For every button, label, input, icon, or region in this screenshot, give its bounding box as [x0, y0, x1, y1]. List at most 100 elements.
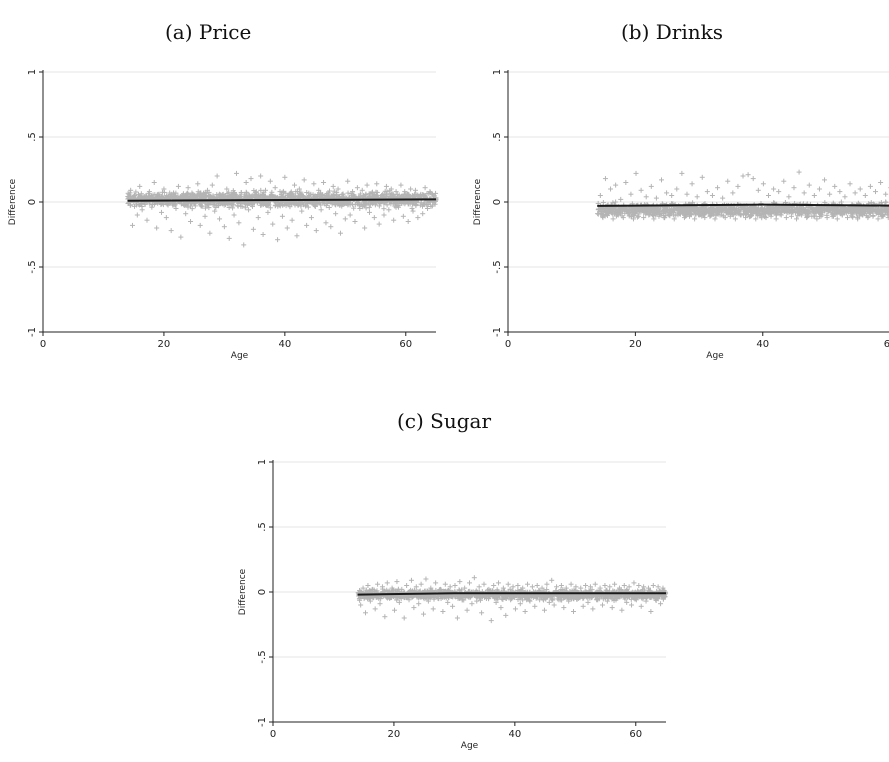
fit-line: [357, 592, 666, 596]
data-point: [743, 215, 749, 221]
data-point: [621, 583, 627, 588]
data-point: [189, 206, 195, 212]
scatter-plot-sugar: -1 -.5 0 .5 1 0 20 40 60 Age Difference: [238, 459, 669, 751]
data-point: [258, 194, 264, 200]
data-point: [188, 203, 194, 209]
data-point: [275, 237, 281, 243]
data-point: [226, 204, 232, 210]
data-point: [403, 191, 409, 197]
data-point: [712, 216, 718, 222]
data-point: [363, 193, 369, 199]
data-point: [656, 209, 662, 215]
data-point: [488, 618, 494, 624]
data-point: [500, 585, 506, 591]
y-axis-title: Difference: [238, 568, 248, 615]
data-point: [384, 189, 390, 195]
data-point: [794, 209, 800, 215]
data-point: [782, 208, 788, 214]
data-point: [435, 596, 441, 601]
data-point: [544, 581, 550, 587]
data-point: [215, 203, 221, 209]
data-point: [628, 214, 634, 220]
y-tick-label: -.5: [492, 260, 503, 273]
data-point: [656, 213, 662, 219]
data-point: [248, 176, 254, 182]
data-point: [857, 186, 863, 192]
data-point: [609, 605, 615, 611]
data-point: [661, 593, 667, 599]
data-point: [262, 187, 268, 193]
data-point: [456, 587, 462, 593]
data-point: [367, 598, 373, 604]
data-point: [809, 213, 815, 219]
data-point: [224, 186, 230, 192]
data-point: [341, 200, 347, 206]
data-point: [325, 190, 331, 196]
data-point: [164, 201, 170, 207]
data-point: [178, 201, 184, 207]
data-point: [799, 212, 805, 218]
data-point: [643, 194, 649, 200]
data-point: [188, 219, 194, 224]
data-point: [406, 597, 412, 603]
data-point: [295, 202, 301, 208]
data-point: [815, 207, 821, 213]
data-point: [618, 593, 624, 599]
data-point: [776, 189, 782, 195]
x-tick-label: 60: [399, 339, 412, 350]
data-point: [885, 215, 889, 221]
data-point: [736, 208, 742, 214]
data-point: [414, 594, 420, 600]
data-point: [294, 233, 300, 239]
data-point: [570, 595, 576, 601]
data-point: [760, 181, 766, 187]
data-point: [312, 203, 318, 209]
fit-line: [597, 203, 889, 207]
data-point: [427, 189, 433, 195]
data-point: [250, 226, 256, 232]
data-point: [759, 215, 765, 221]
data-point: [625, 211, 631, 217]
data-point: [578, 585, 584, 591]
data-point: [417, 202, 423, 208]
data-point: [870, 213, 876, 219]
data-point: [661, 208, 667, 214]
data-point: [827, 191, 833, 197]
data-point: [595, 211, 601, 217]
data-point: [669, 209, 675, 215]
data-point: [763, 215, 769, 221]
data-point: [163, 215, 169, 221]
data-point: [418, 581, 424, 587]
data-point: [328, 224, 334, 230]
data-point: [646, 212, 652, 218]
y-tick-label: .5: [492, 132, 503, 142]
data-point: [350, 201, 356, 207]
data-point: [786, 206, 792, 212]
data-point: [515, 597, 521, 603]
data-point: [860, 212, 866, 218]
data-point: [412, 191, 418, 197]
data-point: [142, 201, 148, 207]
data-point: [389, 191, 395, 197]
data-point: [707, 213, 713, 219]
data-point: [526, 597, 532, 603]
data-point: [365, 583, 371, 588]
data-point: [424, 202, 430, 208]
data-point: [326, 205, 332, 211]
data-point: [600, 215, 606, 221]
data-point: [595, 211, 601, 217]
data-point: [366, 595, 372, 601]
data-point: [352, 219, 358, 224]
data-point: [645, 585, 651, 591]
data-point: [486, 586, 492, 592]
data-point: [783, 215, 789, 221]
data-point: [525, 581, 531, 587]
data-point: [681, 206, 687, 212]
data-point: [154, 225, 160, 231]
data-point: [133, 189, 139, 195]
data-point: [512, 606, 518, 612]
x-tick-label: 20: [158, 339, 171, 350]
data-point: [298, 203, 304, 209]
data-point: [510, 584, 516, 590]
data-point: [253, 189, 259, 195]
